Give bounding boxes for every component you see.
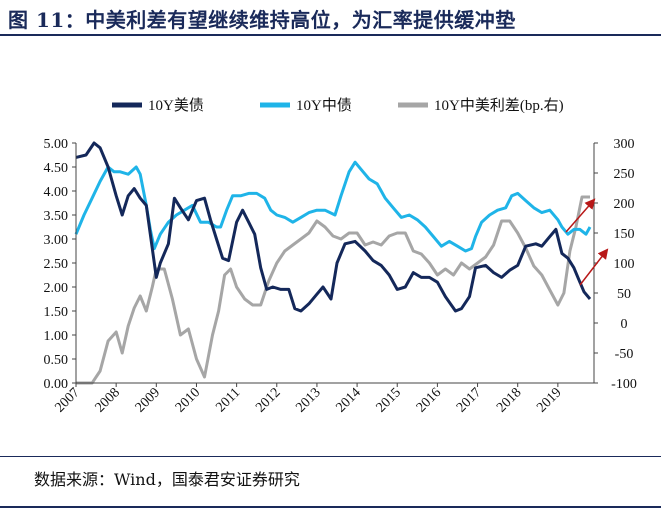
legend-item-us-10y-label: 10Y美债 (148, 97, 204, 114)
x-tick-label: 2019 (534, 385, 564, 415)
bottom-rule (0, 506, 661, 508)
y-right-tick-label: 100 (614, 257, 635, 272)
y-left-tick-label: 0.50 (44, 353, 69, 368)
y-right-tick-label: 250 (614, 167, 635, 182)
legend-item-spread-label: 10Y中美利差(bp.右) (434, 97, 564, 114)
y-left-tick-label: 4.00 (44, 185, 69, 200)
x-tick-label: 2015 (374, 385, 404, 415)
y-left-tick-label: 3.00 (44, 233, 69, 248)
x-tick-label: 2010 (173, 385, 203, 415)
series-line-us-10y (75, 141, 592, 313)
arrow-up-cn10y (579, 248, 609, 286)
x-tick-label: 2016 (414, 385, 444, 415)
y-right-tick-label: 50 (617, 287, 631, 302)
annotation-arrows (565, 198, 609, 286)
y-left-tick-label: 2.50 (44, 257, 69, 272)
y-left-tick-label: 5.00 (44, 137, 69, 152)
y-right-tick-label: -50 (615, 347, 634, 362)
y-left-tick-label: 1.50 (44, 305, 69, 320)
series-line-spread (76, 195, 590, 385)
x-tick-label: 2014 (334, 385, 364, 415)
x-tick-label: 2011 (213, 385, 243, 415)
x-tick-label: 2013 (293, 385, 323, 415)
x-tick-label: 2017 (454, 385, 484, 415)
legend: 10Y美债 10Y中债 10Y中美利差(bp.右) (112, 97, 564, 114)
y-left-tick-label: 3.50 (44, 209, 69, 224)
y-left-tick-label: 2.00 (44, 281, 69, 296)
source-note: 数据来源：Wind，国泰君安证券研究 (34, 470, 300, 489)
legend-item-cn-10y-label: 10Y中债 (296, 97, 352, 114)
figure-title: 图 11：中美利差有望继续维持高位，为汇率提供缓冲垫 (8, 8, 516, 32)
x-tick-label: 2008 (93, 385, 123, 415)
x-tick-label: 2009 (133, 385, 163, 415)
footer-rule (0, 456, 661, 457)
x-tick-label: 2012 (253, 385, 283, 415)
y-right-tick-label: 0 (621, 317, 628, 332)
arrow-up-spread (565, 198, 596, 233)
y-left-tick-label: 0.00 (44, 377, 69, 392)
x-tick-label: 2018 (494, 385, 524, 415)
y-left-tick-label: 1.00 (44, 329, 69, 344)
y-right-tick-label: 300 (614, 137, 635, 152)
axes: 0.00 0.50 1.00 1.50 2.00 2.50 3.00 3.50 4.00 4.50… (44, 137, 637, 416)
title-rule (0, 34, 661, 36)
y-right-tick-label: -100 (611, 377, 637, 392)
y-right-tick-label: 200 (614, 197, 635, 212)
series-line-cn-10y (74, 160, 592, 253)
series-layer (74, 141, 592, 385)
y-left-tick-label: 4.50 (44, 161, 69, 176)
y-right-tick-label: 150 (614, 227, 635, 242)
